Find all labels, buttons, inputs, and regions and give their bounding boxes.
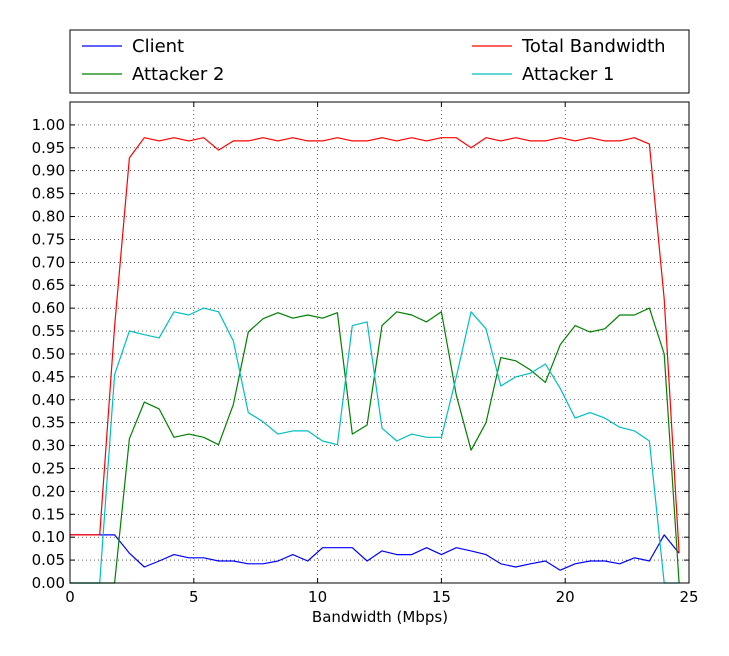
legend-label-client: Client	[132, 36, 184, 57]
y-tick-label: 0.45	[32, 368, 65, 386]
x-tick-label: 5	[189, 588, 199, 606]
series-line-client	[70, 534, 680, 571]
y-tick-label: 0.90	[32, 162, 65, 180]
y-tick-label: 0.15	[32, 505, 65, 523]
legend-label-total-bandwidth: Total Bandwidth	[521, 36, 666, 57]
y-tick-label: 0.20	[32, 482, 65, 500]
y-tick-label: 1.00	[32, 116, 65, 134]
y-tick-label: 0.55	[32, 322, 65, 340]
y-tick-label: 0.85	[32, 185, 65, 203]
legend-label-attacker-2: Attacker 2	[132, 64, 224, 85]
x-tick-label: 15	[432, 588, 451, 606]
y-tick-label: 0.70	[32, 253, 65, 271]
series-line-attacker-1	[70, 307, 680, 584]
x-tick-label: 25	[679, 588, 698, 606]
y-tick-label: 0.35	[32, 414, 65, 432]
y-tick-label: 0.00	[32, 574, 65, 592]
y-tick-label: 0.95	[32, 139, 65, 157]
legend-box	[69, 29, 690, 94]
y-tick-label: 0.40	[32, 391, 65, 409]
y-tick-label: 0.50	[32, 345, 65, 363]
y-tick-label: 0.80	[32, 208, 65, 226]
axis-ticks: 0.00 0.05 0.10 0.15 0.20 0.25 0.30 0.35 0.40 0.45…	[32, 102, 699, 606]
y-tick-label: 0.30	[32, 437, 65, 455]
y-tick-label: 0.75	[32, 230, 65, 248]
x-tick-label: 20	[556, 588, 575, 606]
legend-label-attacker-1: Attacker 1	[522, 64, 614, 85]
x-tick-label: 10	[308, 588, 327, 606]
y-tick-label: 0.10	[32, 528, 65, 546]
series-line-total-bandwidth	[70, 137, 680, 554]
y-tick-label: 0.25	[32, 459, 65, 477]
legend: Client Total Bandwidth Attacker 2 Attacker …	[69, 29, 690, 94]
y-tick-label: 0.60	[32, 299, 65, 317]
x-tick-label: 0	[65, 588, 75, 606]
plot-frame	[69, 101, 690, 584]
x-axis-label: Bandwidth (Mbps)	[312, 608, 448, 626]
series-lines	[70, 137, 680, 584]
y-tick-label: 0.05	[32, 551, 65, 569]
series-line-attacker-2	[70, 307, 680, 584]
y-tick-label: 0.65	[32, 276, 65, 294]
